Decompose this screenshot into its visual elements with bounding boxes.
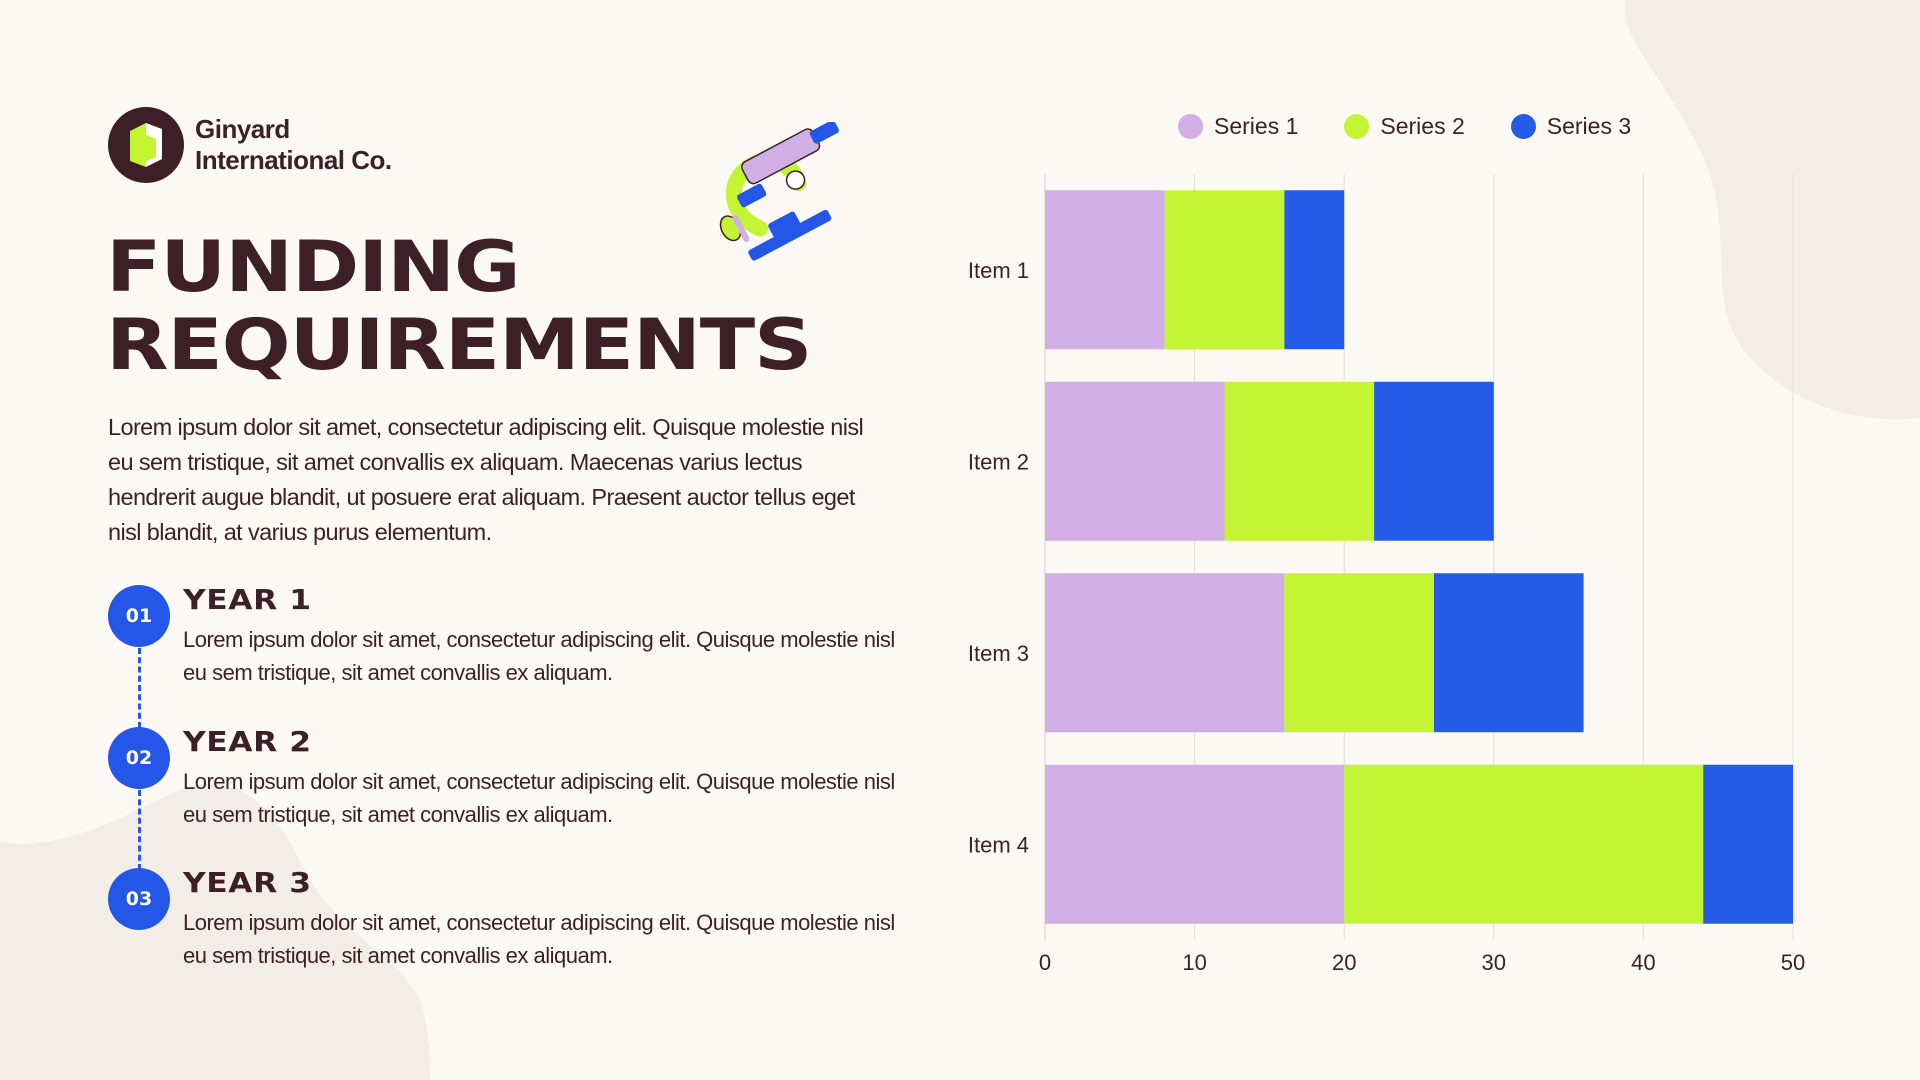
timeline-connector: [138, 648, 141, 728]
legend-swatch: [1344, 114, 1370, 139]
x-tick-label: 50: [1781, 950, 1805, 975]
bar-segment: [1045, 573, 1285, 733]
step-text: Lorem ipsum dolor sit amet, consectetur …: [183, 769, 895, 827]
legend-item: Series 1: [1178, 113, 1298, 140]
x-tick-label: 30: [1482, 950, 1506, 975]
bar-segment: [1284, 190, 1345, 350]
x-tick-label: 40: [1631, 950, 1655, 975]
step-text: Lorem ipsum dolor sit amet, consectetur …: [183, 910, 895, 968]
brand-name: Ginyard International Co.: [195, 114, 392, 176]
y-tick-label: Item 4: [968, 832, 1029, 857]
bar-segment: [1045, 381, 1225, 541]
legend-item: Series 2: [1344, 113, 1465, 140]
page-title: FUNDING REQUIREMENTS: [106, 226, 813, 386]
ginyard-logo: [108, 107, 184, 183]
bar-segment: [1433, 573, 1584, 733]
brand-name-line2: International Co.: [195, 145, 392, 175]
step-title: YEAR 1: [183, 583, 312, 616]
x-tick-label: 0: [1039, 950, 1051, 975]
bar-segment: [1224, 381, 1375, 541]
brand: Ginyard International Co.: [108, 107, 392, 183]
legend-label: Series 2: [1380, 113, 1465, 139]
step-badge: 01: [108, 585, 170, 647]
bar-segment: [1045, 764, 1345, 924]
legend-swatch: [1178, 114, 1203, 139]
timeline-connector: [138, 790, 141, 870]
bar-segment: [1344, 764, 1704, 924]
step-text: Lorem ipsum dolor sit amet, consectetur …: [183, 627, 895, 685]
step-title: YEAR 2: [183, 725, 312, 758]
title-line1: FUNDING: [106, 226, 521, 308]
legend-item: Series 3: [1510, 113, 1632, 140]
bar-segment: [1045, 190, 1165, 350]
legend-label: Series 3: [1546, 113, 1632, 139]
y-tick-label: Item 1: [968, 258, 1029, 283]
x-tick-label: 10: [1182, 950, 1206, 975]
microscope-icon: [719, 122, 839, 261]
brand-name-line1: Ginyard: [195, 114, 290, 144]
step-badge: 03: [108, 868, 170, 930]
step-badge: 02: [108, 727, 170, 789]
title-line2: REQUIREMENTS: [106, 304, 813, 386]
chart-legend: Series 1 Series 2 Series 3: [1178, 113, 1677, 140]
x-tick-label: 20: [1332, 950, 1356, 975]
bar-segment: [1703, 764, 1793, 924]
step-title: YEAR 3: [183, 866, 312, 899]
bar-segment: [1164, 190, 1285, 350]
y-tick-label: Item 2: [968, 449, 1029, 474]
bar-segment: [1374, 381, 1494, 541]
bar-segment: [1284, 573, 1434, 733]
intro-paragraph: Lorem ipsum dolor sit amet, consectetur …: [108, 414, 864, 545]
y-tick-label: Item 3: [968, 641, 1029, 666]
legend-label: Series 1: [1214, 113, 1299, 139]
legend-swatch: [1510, 114, 1536, 139]
